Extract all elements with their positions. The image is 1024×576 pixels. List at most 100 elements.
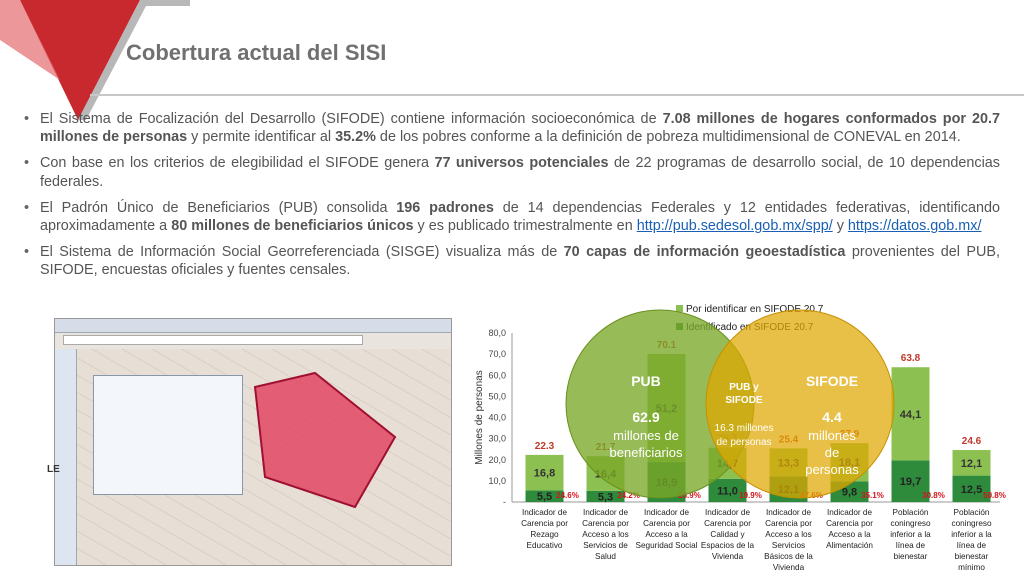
- x-tick-label: Servicios: [772, 541, 805, 550]
- x-tick-label: línea de: [957, 541, 987, 550]
- x-tick-label: mínimo: [958, 563, 985, 572]
- bullet-item: Con base en los criterios de elegibilida…: [24, 154, 1000, 190]
- map-sidebar: [55, 349, 77, 565]
- x-tick-label: Vivienda: [712, 552, 744, 561]
- text-segment: y permite identificar al: [187, 129, 336, 146]
- x-tick-label: Carencia por: [765, 519, 812, 528]
- y-tick-label: -: [503, 497, 506, 507]
- bold-text: 7.08 millones de hogares conformados por…: [40, 111, 1000, 146]
- legend-swatch: [676, 305, 683, 312]
- text-segment: de los pobres conforme a la definición d…: [375, 129, 961, 146]
- x-tick-label: Indicador de: [766, 508, 812, 517]
- sifode-value: 4.4: [822, 409, 842, 425]
- y-tick-label: 70,0: [488, 349, 506, 359]
- both-value: 16.3 millones: [715, 423, 774, 434]
- x-tick-label: Servicios de: [583, 541, 628, 550]
- x-tick-label: Acceso a los: [765, 530, 811, 539]
- pink-triangle-decoration: [0, 0, 60, 80]
- bar-to-identify: [952, 450, 991, 476]
- x-tick-label: Calidad y: [710, 530, 745, 539]
- y-tick-label: 50,0: [488, 391, 506, 401]
- bold-text: 196 padrones: [396, 199, 494, 216]
- bar-identified-label: 12,5: [961, 484, 982, 496]
- y-tick-label: 10,0: [488, 476, 506, 486]
- y-axis-label: Millones de personas: [474, 370, 485, 465]
- legend-label: Por identificar en SIFODE 20.7: [686, 304, 824, 315]
- x-tick-label: Seguridad Social: [636, 541, 698, 550]
- map-caption: LE: [47, 464, 60, 475]
- bar-identified: [891, 460, 930, 502]
- x-tick-label: Espacios de la: [701, 541, 755, 550]
- bar-total-label: 63.8: [901, 353, 921, 364]
- bullet-list: El Sistema de Focalización del Desarroll…: [24, 110, 1000, 288]
- map-polygon: [253, 371, 397, 509]
- x-tick-label: Vivienda: [773, 563, 805, 572]
- text-segment: y es publicado trimestralmente en: [413, 218, 637, 235]
- x-tick-label: Carencia por: [582, 519, 629, 528]
- x-tick-label: inferior a la: [890, 530, 931, 539]
- x-tick-label: Indicador de: [705, 508, 751, 517]
- bar-to-identify: [525, 454, 564, 491]
- bar-to-identify-label: 16,8: [534, 468, 555, 480]
- x-tick-label: Indicador de: [644, 508, 690, 517]
- browser-toolbar: [55, 319, 451, 333]
- pub-title: PUB: [631, 373, 661, 389]
- x-tick-label: Educativo: [527, 541, 563, 550]
- text-segment: El Padrón Único de Beneficiarios (PUB) c…: [40, 199, 397, 216]
- browser-address-bar: [63, 335, 363, 345]
- pub-text-2: beneficiarios: [610, 445, 683, 460]
- bar-identified: [525, 490, 564, 502]
- bold-text: 77 universos potenciales: [434, 155, 609, 172]
- sifode-title: SIFODE: [806, 373, 858, 389]
- y-tick-label: 40,0: [488, 413, 506, 423]
- text-segment: El Sistema de Focalización del Desarroll…: [40, 111, 663, 127]
- x-tick-label: Carencia por: [704, 519, 751, 528]
- x-tick-label: Indicador de: [583, 508, 629, 517]
- link[interactable]: https://datos.gob.mx/: [847, 218, 982, 235]
- link[interactable]: http://pub.sedesol.gob.mx/spp/: [636, 218, 833, 235]
- both-text: de personas: [716, 437, 771, 448]
- x-tick-label: Alimentación: [826, 541, 873, 550]
- x-tick-label: Indicador de: [827, 508, 873, 517]
- text-segment: provenientes del PUB, SIFODE, encuestas …: [40, 244, 1000, 279]
- bar-identified: [952, 475, 991, 502]
- x-tick-label: línea de: [896, 541, 926, 550]
- bar-percentage-label: 24.2%: [617, 491, 640, 500]
- bar-percentage-label: 26.9%: [678, 491, 701, 500]
- y-tick-label: 80,0: [488, 328, 506, 338]
- pub-text-1: millones de: [613, 428, 679, 443]
- bar-identified-label: 5,5: [537, 491, 552, 503]
- x-tick-label: Básicos de la: [764, 552, 813, 561]
- bar-total-label: 22.3: [535, 441, 555, 452]
- bar-percentage-label: 30.8%: [922, 491, 945, 500]
- bar-identified: [708, 478, 747, 502]
- bar-to-identify: [891, 367, 930, 461]
- sisge-screenshot: [54, 318, 452, 566]
- x-tick-label: Población: [893, 508, 929, 517]
- x-tick-label: Carencia por: [826, 519, 873, 528]
- x-tick-label: Población: [954, 508, 990, 517]
- bar-percentage-label: 35.1%: [861, 491, 884, 500]
- text-segment: de 22 programas de desarrollo social, de…: [40, 155, 1000, 190]
- y-tick-label: 30,0: [488, 434, 506, 444]
- x-tick-label: bienestar: [894, 552, 928, 561]
- bar-to-identify-label: 44,1: [900, 409, 921, 421]
- bullet-item: El Sistema de Focalización del Desarroll…: [24, 110, 1000, 146]
- bullet-item: El Sistema de Información Social Georref…: [24, 243, 1000, 279]
- pub-value: 62.9: [632, 409, 659, 425]
- bar-identified-label: 11,0: [717, 485, 738, 497]
- bar-total-label: 24.6: [962, 436, 982, 447]
- bar-identified-label: 9,8: [842, 487, 857, 499]
- bold-text: 35.2%: [335, 129, 376, 146]
- sifode-text-2: de: [825, 445, 839, 460]
- map-info-panel: [93, 375, 243, 495]
- sifode-text-1: millones: [808, 428, 856, 443]
- title-divider: [90, 94, 1024, 96]
- x-tick-label: Acceso a los: [582, 530, 628, 539]
- bullet-item: El Padrón Único de Beneficiarios (PUB) c…: [24, 199, 1000, 235]
- x-tick-label: coningreso: [951, 519, 992, 528]
- sifode-circle: [705, 309, 895, 499]
- sifode-text-3: personas: [805, 462, 859, 477]
- x-tick-label: Salud: [595, 552, 616, 561]
- bold-text: 70 capas de información geoestadística: [563, 244, 846, 261]
